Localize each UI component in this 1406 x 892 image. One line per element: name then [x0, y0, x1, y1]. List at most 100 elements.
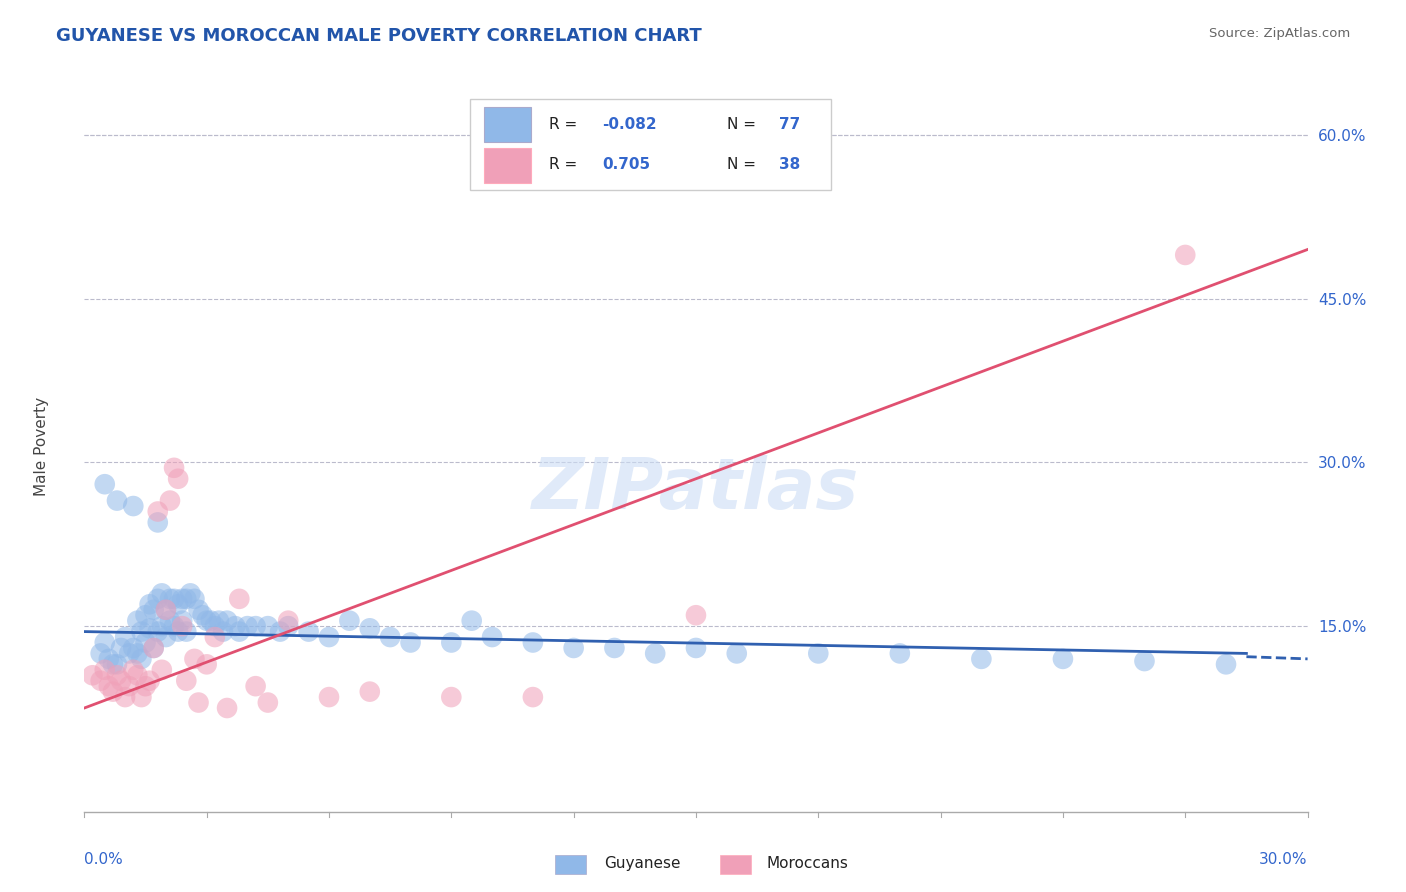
Point — [172, 591, 194, 606]
Point — [228, 591, 250, 606]
Text: R =: R = — [550, 117, 582, 132]
Point — [142, 640, 165, 655]
Point — [101, 684, 124, 698]
Point — [122, 640, 145, 655]
Point — [359, 684, 381, 698]
Point — [176, 624, 198, 639]
Point — [685, 608, 707, 623]
Point — [131, 652, 153, 666]
Point — [127, 647, 149, 661]
Point — [257, 619, 280, 633]
Point — [155, 603, 177, 617]
Point — [131, 690, 153, 704]
Text: Moroccans: Moroccans — [766, 856, 848, 871]
Text: 38: 38 — [779, 157, 800, 172]
Point — [257, 696, 280, 710]
Text: ZIPatlas: ZIPatlas — [533, 456, 859, 524]
Point — [183, 591, 205, 606]
Point — [277, 619, 299, 633]
Point — [269, 624, 291, 639]
Point — [110, 673, 132, 688]
Point — [127, 614, 149, 628]
FancyBboxPatch shape — [484, 107, 531, 143]
Text: N =: N = — [727, 117, 761, 132]
Point — [204, 619, 226, 633]
Point — [138, 621, 160, 635]
Point — [101, 657, 124, 672]
Point — [93, 663, 117, 677]
Point — [138, 673, 160, 688]
Point — [146, 591, 169, 606]
Point — [163, 591, 186, 606]
Point — [150, 586, 173, 600]
Point — [142, 640, 165, 655]
Text: Male Poverty: Male Poverty — [34, 396, 49, 496]
Point — [889, 647, 911, 661]
Point — [685, 640, 707, 655]
Point — [142, 603, 165, 617]
Point — [399, 635, 422, 649]
Point — [644, 647, 666, 661]
Point — [146, 516, 169, 530]
Point — [163, 460, 186, 475]
Point — [970, 652, 993, 666]
Point — [118, 679, 141, 693]
Point — [339, 614, 361, 628]
Point — [90, 647, 112, 661]
Point — [183, 652, 205, 666]
Point — [236, 619, 259, 633]
Point — [461, 614, 484, 628]
Point — [93, 635, 117, 649]
Point — [200, 614, 222, 628]
Point — [167, 624, 190, 639]
Point — [208, 614, 231, 628]
Text: Source: ZipAtlas.com: Source: ZipAtlas.com — [1209, 27, 1350, 40]
Point — [93, 477, 117, 491]
Text: 0.0%: 0.0% — [84, 852, 124, 867]
Text: N =: N = — [727, 157, 761, 172]
Point — [195, 614, 218, 628]
Point — [603, 640, 626, 655]
Text: Guyanese: Guyanese — [605, 856, 681, 871]
Point — [179, 586, 201, 600]
Text: -0.082: -0.082 — [602, 117, 657, 132]
Point — [167, 472, 190, 486]
Point — [217, 701, 239, 715]
Point — [176, 591, 198, 606]
Point — [187, 696, 209, 710]
Point — [118, 647, 141, 661]
Point — [298, 624, 321, 639]
Point — [277, 614, 299, 628]
Point — [155, 603, 177, 617]
Point — [562, 640, 585, 655]
Point — [228, 624, 250, 639]
Point — [204, 630, 226, 644]
Point — [114, 630, 136, 644]
Point — [359, 621, 381, 635]
Text: 30.0%: 30.0% — [1260, 852, 1308, 867]
Text: R =: R = — [550, 157, 588, 172]
Point — [131, 624, 153, 639]
Point — [105, 493, 128, 508]
Point — [82, 668, 104, 682]
FancyBboxPatch shape — [470, 99, 831, 190]
Point — [172, 614, 194, 628]
Point — [1133, 654, 1156, 668]
Point — [380, 630, 402, 644]
Point — [1174, 248, 1197, 262]
Point — [1215, 657, 1237, 672]
Point — [318, 690, 340, 704]
Point — [172, 619, 194, 633]
Point — [97, 679, 120, 693]
Point — [138, 597, 160, 611]
Text: 77: 77 — [779, 117, 800, 132]
Point — [440, 635, 463, 649]
Point — [167, 597, 190, 611]
Point — [110, 640, 132, 655]
Point — [97, 652, 120, 666]
Point — [212, 624, 235, 639]
Point — [440, 690, 463, 704]
Point — [318, 630, 340, 644]
Point — [135, 679, 157, 693]
Point — [159, 493, 181, 508]
